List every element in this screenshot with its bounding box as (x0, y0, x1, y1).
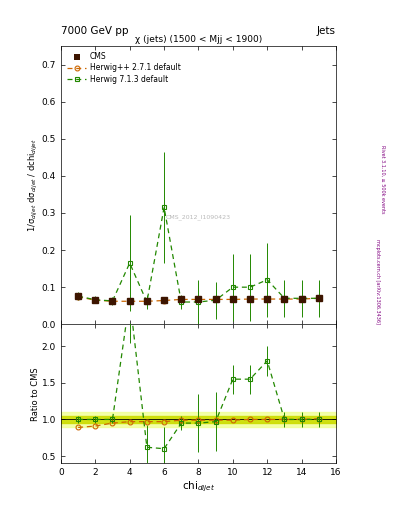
Text: Rivet 3.1.10, ≥ 500k events: Rivet 3.1.10, ≥ 500k events (381, 145, 386, 214)
Text: mcplots.cern.ch [arXiv:1306.3436]: mcplots.cern.ch [arXiv:1306.3436] (375, 239, 380, 324)
Legend: CMS, Herwig++ 2.7.1 default, Herwig 7.1.3 default: CMS, Herwig++ 2.7.1 default, Herwig 7.1.… (65, 50, 183, 86)
Text: CMS_2012_I1090423: CMS_2012_I1090423 (166, 215, 231, 220)
Y-axis label: 1/σ$_{dijet}$ dσ$_{dijet}$ / dchi$_{dijet}$: 1/σ$_{dijet}$ dσ$_{dijet}$ / dchi$_{dije… (27, 138, 40, 232)
Text: Jets: Jets (317, 26, 336, 36)
Title: χ (jets) (1500 < Mjj < 1900): χ (jets) (1500 < Mjj < 1900) (135, 35, 262, 44)
X-axis label: chi$_{dijet}$: chi$_{dijet}$ (182, 480, 215, 495)
Y-axis label: Ratio to CMS: Ratio to CMS (31, 367, 40, 421)
Text: 7000 GeV pp: 7000 GeV pp (61, 26, 129, 36)
